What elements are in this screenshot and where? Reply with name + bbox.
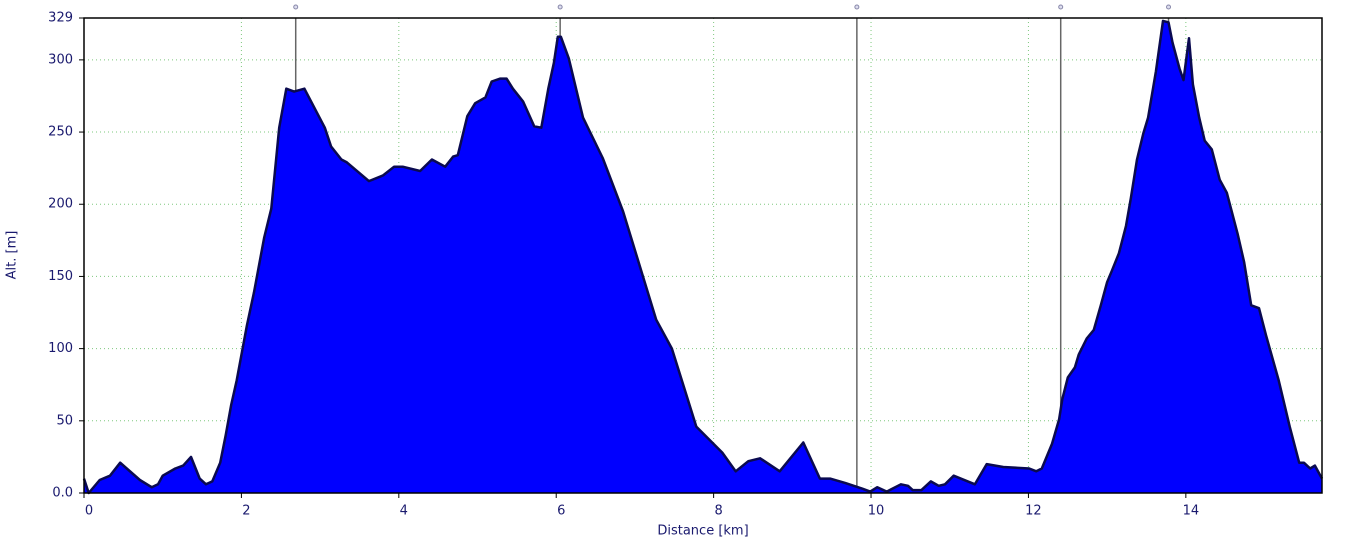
y-tick-label: 250	[48, 125, 73, 140]
x-tick-label: 4	[400, 504, 408, 519]
y-tick-label: 100	[48, 341, 73, 356]
elevation-area	[84, 20, 1322, 494]
x-tick-label: 2	[242, 504, 250, 519]
x-tick-label: 14	[1183, 504, 1200, 519]
y-tick-label: 300	[48, 52, 73, 67]
waypoint-dot	[557, 4, 563, 10]
x-tick-label: 10	[868, 504, 885, 519]
plot-frame	[83, 17, 1323, 494]
y-axis-label: Alt. [m]	[5, 231, 20, 280]
waypoint-dot	[1166, 4, 1172, 10]
x-tick-label: 8	[714, 504, 722, 519]
y-tick-label: 0.0	[52, 486, 73, 501]
y-tick-label: 50	[56, 413, 73, 428]
y-tick-label: 200	[48, 197, 73, 212]
waypoint-dot	[1058, 4, 1064, 10]
x-axis-label: Distance [km]	[657, 524, 748, 539]
y-tick-label: 329	[48, 11, 73, 26]
x-tick-label: 12	[1025, 504, 1042, 519]
waypoint-dot	[293, 4, 299, 10]
elevation-line	[82, 19, 1324, 495]
y-tick-label: 150	[48, 269, 73, 284]
x-tick-label: 6	[557, 504, 565, 519]
waypoint-dot	[854, 4, 860, 10]
x-tick-label: 0	[85, 504, 93, 519]
